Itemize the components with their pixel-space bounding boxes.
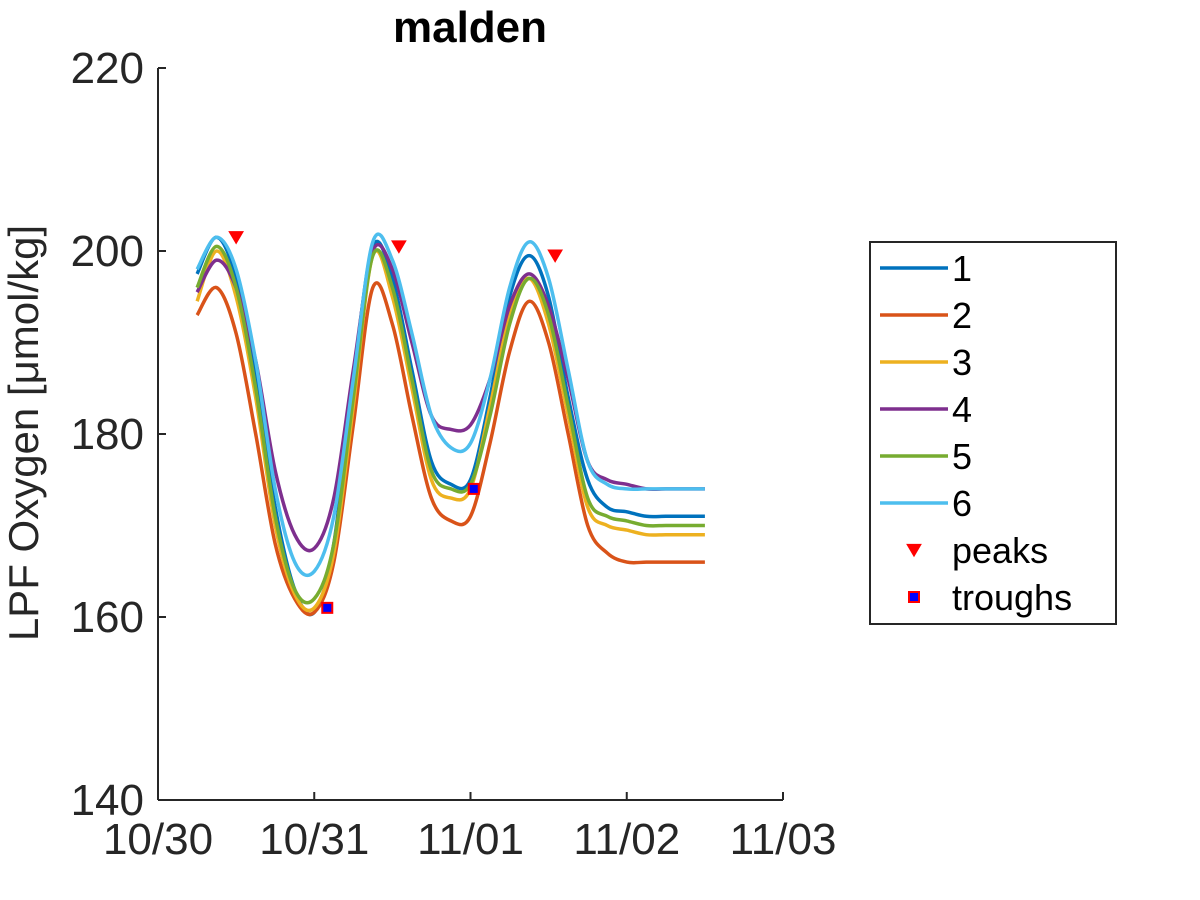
- peak-marker: [547, 249, 564, 263]
- x-tick-label: 11/03: [730, 815, 837, 864]
- legend-peaks-marker: [906, 543, 922, 558]
- series-line-4: [195, 242, 705, 553]
- legend-label-3: 3: [952, 342, 972, 383]
- series-line-1: [195, 235, 705, 617]
- series-line-3: [195, 249, 705, 613]
- trough-marker: [321, 601, 334, 614]
- peak-marker: [391, 240, 407, 254]
- legend-label-1: 1: [952, 248, 972, 289]
- legend-label-2: 2: [952, 295, 972, 336]
- axes: 140 160 180 200 220 10/30 10/31 11/01 11/02 11/03: [71, 44, 837, 864]
- legend: 1 2 3 4 5 6 peaks troughs: [869, 241, 1117, 625]
- trough-marker: [467, 482, 480, 495]
- series-line-5: [195, 244, 705, 605]
- x-tick-label: 10/30: [103, 815, 213, 864]
- legend-label-4: 4: [952, 389, 972, 430]
- x-tick-label: 10/31: [259, 815, 369, 864]
- y-tick-label: 160: [71, 593, 144, 642]
- y-axis-label: LPF Oxygen [μmol/kg]: [0, 225, 47, 641]
- series-layer: [195, 232, 705, 617]
- series-line-2: [195, 281, 705, 617]
- chart-title: malden: [393, 3, 547, 52]
- legend-troughs-marker: [908, 591, 920, 603]
- x-tick-label: 11/02: [573, 815, 680, 864]
- x-tick-label: 11/01: [417, 815, 524, 864]
- y-tick-label: 200: [71, 227, 144, 276]
- y-tick-label: 220: [71, 44, 144, 93]
- legend-label-6: 6: [952, 483, 972, 524]
- legend-label-troughs: troughs: [952, 577, 1072, 618]
- legend-box: [869, 241, 1117, 625]
- legend-label-5: 5: [952, 436, 972, 477]
- series-line-6: [195, 232, 705, 578]
- y-tick-label: 140: [71, 776, 144, 825]
- peak-marker: [228, 231, 244, 245]
- y-tick-label: 180: [71, 410, 144, 459]
- marker-layer: [228, 231, 564, 614]
- legend-label-peaks: peaks: [952, 530, 1048, 571]
